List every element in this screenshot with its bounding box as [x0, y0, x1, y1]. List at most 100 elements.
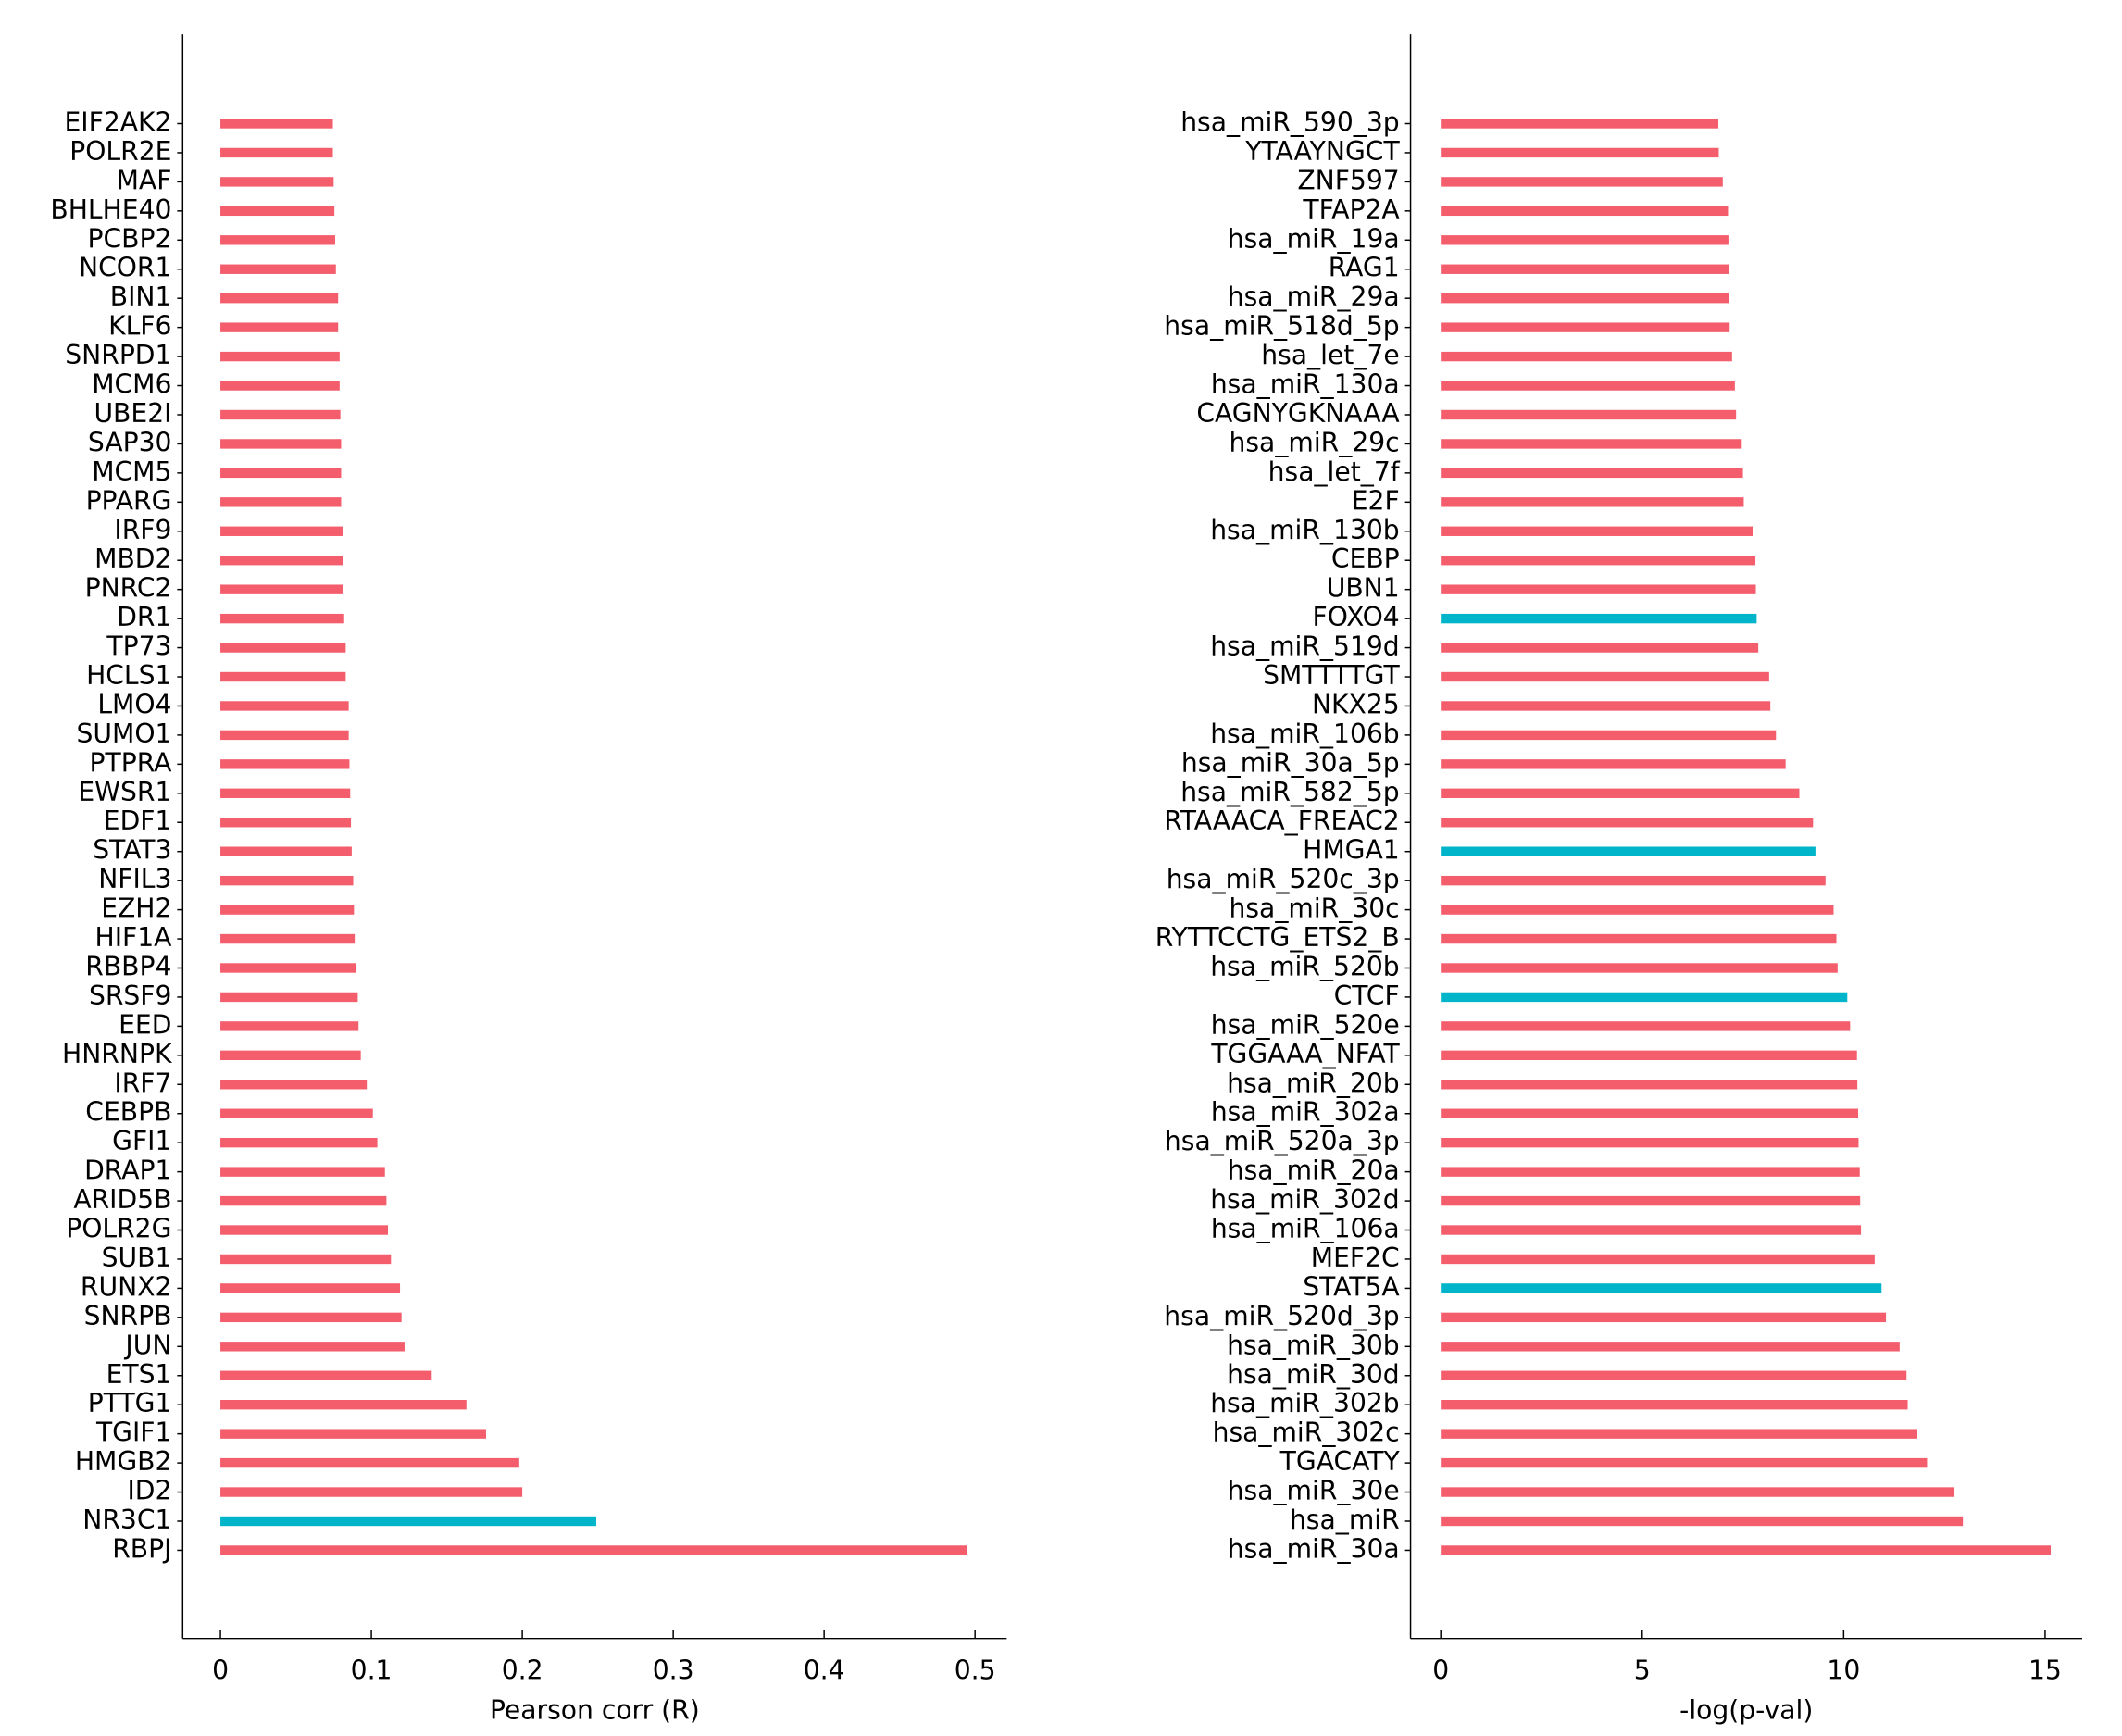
y-tick-label: LMO4	[97, 689, 171, 719]
bar	[220, 1370, 432, 1380]
bar	[220, 1050, 361, 1061]
bar	[1441, 177, 1723, 187]
y-tick-label: STAT3	[93, 835, 171, 866]
bar	[1441, 1400, 1908, 1410]
bar	[1441, 933, 1837, 944]
bar	[1441, 1108, 1859, 1118]
y-tick-label: ETS1	[106, 1359, 172, 1390]
y-tick-label: CEBP	[1331, 543, 1400, 574]
y-tick-label: HNRNPK	[62, 1039, 173, 1069]
x-tick-label: 0	[1432, 1655, 1449, 1685]
y-tick-label: IRF9	[114, 515, 171, 545]
bar	[220, 1195, 387, 1206]
bar	[220, 1342, 405, 1352]
bar	[1441, 1021, 1851, 1031]
y-tick-label: CEBPB	[85, 1097, 171, 1128]
bar	[220, 788, 351, 798]
bar	[1441, 788, 1800, 798]
bar	[220, 846, 352, 856]
bar	[1441, 701, 1771, 711]
bar	[220, 1283, 401, 1293]
y-tick-label: DRAP1	[84, 1155, 171, 1186]
bar	[220, 1080, 368, 1090]
bar	[1441, 147, 1719, 158]
y-tick-label: hsa_miR_19a	[1228, 223, 1400, 254]
x-tick-label: 0.1	[351, 1655, 393, 1685]
bar	[1441, 1545, 2052, 1555]
y-tick-label: CTCF	[1334, 980, 1400, 1011]
bar	[1441, 526, 1754, 536]
bar	[1441, 818, 1814, 828]
y-tick-label: hsa_miR_130a	[1211, 369, 1400, 400]
y-tick-label: NCOR1	[79, 253, 171, 283]
bar	[1441, 322, 1730, 332]
bar	[1441, 556, 1756, 566]
y-tick-label: BHLHE40	[50, 194, 171, 225]
y-tick-label: hsa_miR_302c	[1213, 1418, 1400, 1448]
bar	[1441, 1254, 1875, 1265]
bar	[220, 1167, 385, 1177]
bar	[220, 1225, 389, 1235]
y-tick-label: hsa_miR_106b	[1210, 718, 1399, 749]
bar	[220, 818, 352, 828]
y-tick-label: TGGAAA_NFAT	[1210, 1039, 1400, 1069]
bar	[220, 1429, 486, 1439]
bar	[220, 671, 346, 682]
bar	[1441, 1050, 1857, 1061]
bar	[220, 701, 349, 711]
bar	[1441, 1283, 1882, 1293]
bar	[1441, 671, 1769, 682]
y-tick-label: NFIL3	[98, 864, 171, 894]
y-tick-label: UBN1	[1327, 573, 1400, 604]
bar	[1441, 1195, 1861, 1206]
bar	[220, 497, 342, 507]
y-tick-label: hsa_miR_106a	[1211, 1214, 1400, 1244]
bar	[1441, 1167, 1860, 1177]
bar	[1441, 1457, 1928, 1468]
y-tick-label: hsa_miR_520d_3p	[1164, 1301, 1399, 1331]
y-tick-label: hsa_miR_30c	[1230, 893, 1400, 924]
y-tick-label: NKX25	[1312, 689, 1400, 719]
bar	[220, 235, 335, 245]
y-tick-label: hsa_miR_30b	[1227, 1330, 1400, 1360]
bar	[1441, 759, 1786, 769]
y-tick-label: hsa_miR_130b	[1210, 515, 1399, 545]
bar	[1441, 1137, 1859, 1148]
y-tick-label: MBD2	[94, 543, 171, 574]
x-tick-label: 0	[212, 1655, 229, 1685]
y-tick-label: hsa_miR_30a_5p	[1181, 747, 1400, 778]
y-tick-label: TP73	[106, 631, 171, 662]
bar	[220, 1457, 519, 1468]
bar	[220, 206, 335, 217]
bar	[1441, 1370, 1907, 1380]
y-tick-label: RAG1	[1329, 253, 1400, 283]
y-tick-label: TGACATY	[1279, 1446, 1401, 1477]
bar	[220, 1545, 968, 1555]
y-tick-label: hsa_miR_29c	[1230, 427, 1400, 457]
bar	[220, 1021, 359, 1031]
y-tick-label: EED	[119, 1009, 171, 1040]
y-tick-label: UBE2I	[94, 398, 171, 429]
x-axis-label: -log(p-val)	[1679, 1694, 1813, 1725]
x-tick-label: 5	[1634, 1655, 1651, 1685]
bar	[220, 759, 350, 769]
bar	[1441, 1487, 1955, 1497]
y-tick-label: SUB1	[102, 1243, 172, 1273]
y-tick-label: SNRPB	[84, 1301, 172, 1331]
x-tick-label: 0.5	[955, 1655, 996, 1685]
bar	[220, 730, 349, 741]
y-tick-label: hsa_let_7f	[1268, 456, 1401, 487]
y-tick-label: ZNF597	[1297, 165, 1399, 195]
bar	[220, 381, 340, 391]
y-tick-label: MCM5	[92, 456, 171, 487]
bar	[1441, 351, 1732, 362]
y-tick-label: ID2	[127, 1476, 171, 1506]
bar	[1441, 1080, 1858, 1090]
bar	[220, 1400, 467, 1410]
y-tick-label: SNRPD1	[65, 340, 171, 370]
y-tick-label: CAGNYGKNAAA	[1196, 398, 1400, 429]
bar	[220, 468, 342, 479]
y-tick-label: MCM6	[92, 369, 171, 400]
bar	[1441, 730, 1777, 741]
